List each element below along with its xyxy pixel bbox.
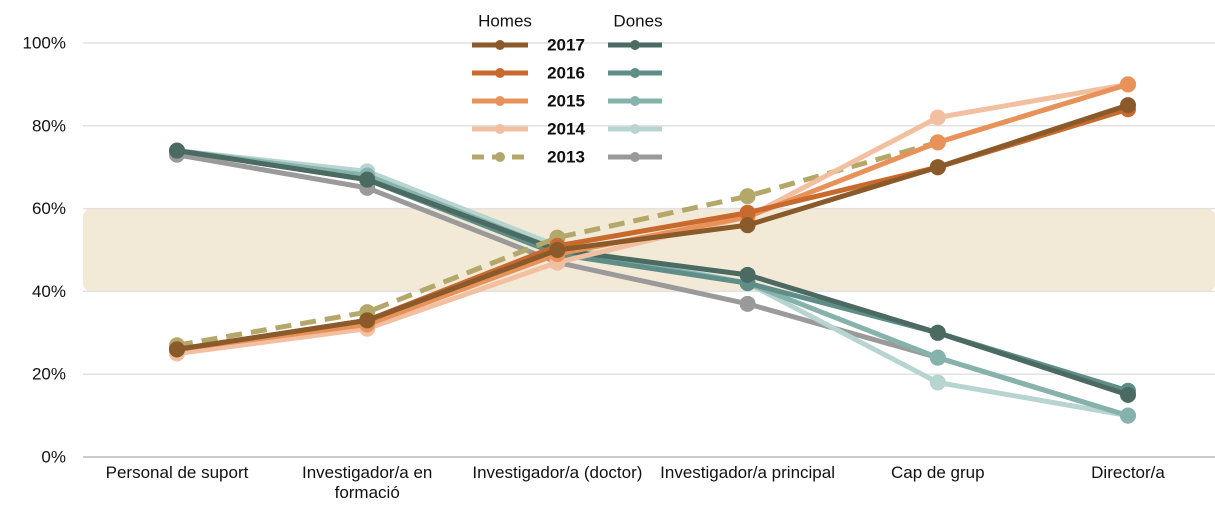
legend-label: 2017	[547, 35, 585, 54]
y-tick-label: 60%	[32, 199, 66, 218]
data-point	[929, 109, 946, 126]
legend-label: 2014	[547, 119, 585, 138]
data-point	[929, 159, 946, 176]
data-point	[359, 171, 376, 188]
data-point	[739, 188, 756, 205]
data-point	[929, 349, 946, 366]
data-point	[549, 242, 566, 258]
legend-marker	[495, 68, 505, 78]
data-point	[929, 134, 946, 151]
x-tick-label: Investigador/a en formació	[301, 463, 433, 502]
x-tick-label: Cap de grup	[891, 463, 985, 482]
y-tick-label: 40%	[32, 282, 66, 301]
data-point	[739, 295, 756, 312]
series-line	[176, 82, 1129, 348]
y-tick-label: 100%	[23, 33, 66, 52]
legend-marker	[495, 124, 505, 134]
data-point	[1120, 386, 1136, 403]
y-tick-label: 0%	[41, 447, 66, 466]
legend-marker	[495, 96, 505, 106]
legend-header: Homes	[478, 11, 532, 30]
data-point	[1120, 76, 1136, 93]
legend-header: Dones	[613, 11, 662, 30]
legend-marker	[630, 96, 640, 106]
x-tick-label: Personal de suport	[105, 463, 249, 482]
x-tick-label: Director/a	[1091, 463, 1165, 482]
data-point	[169, 142, 185, 159]
legend-marker	[630, 152, 640, 162]
data-point	[739, 204, 756, 221]
data-point	[1120, 97, 1136, 114]
legend-marker	[630, 40, 640, 50]
y-tick-label: 80%	[32, 116, 66, 135]
legend-marker	[495, 40, 505, 50]
series-line	[176, 102, 1129, 352]
data-point	[929, 374, 946, 391]
data-point	[929, 324, 946, 341]
shaded-band	[83, 208, 1215, 292]
data-point	[1120, 407, 1136, 424]
legend-marker	[630, 68, 640, 78]
data-point	[359, 312, 376, 329]
x-tick-label: Investigador/a (doctor)	[472, 463, 643, 482]
legend-label: 2015	[547, 91, 585, 110]
series-line	[176, 148, 1129, 398]
legend-label: 2013	[547, 147, 585, 166]
data-point	[169, 341, 185, 358]
y-tick-label: 20%	[32, 365, 66, 384]
data-point	[739, 266, 756, 283]
x-tick-label: Investigador/a principal	[660, 463, 835, 482]
legend-marker	[495, 152, 505, 162]
legend-marker	[630, 124, 640, 134]
data-point	[739, 217, 756, 234]
legend-label: 2016	[547, 63, 585, 82]
